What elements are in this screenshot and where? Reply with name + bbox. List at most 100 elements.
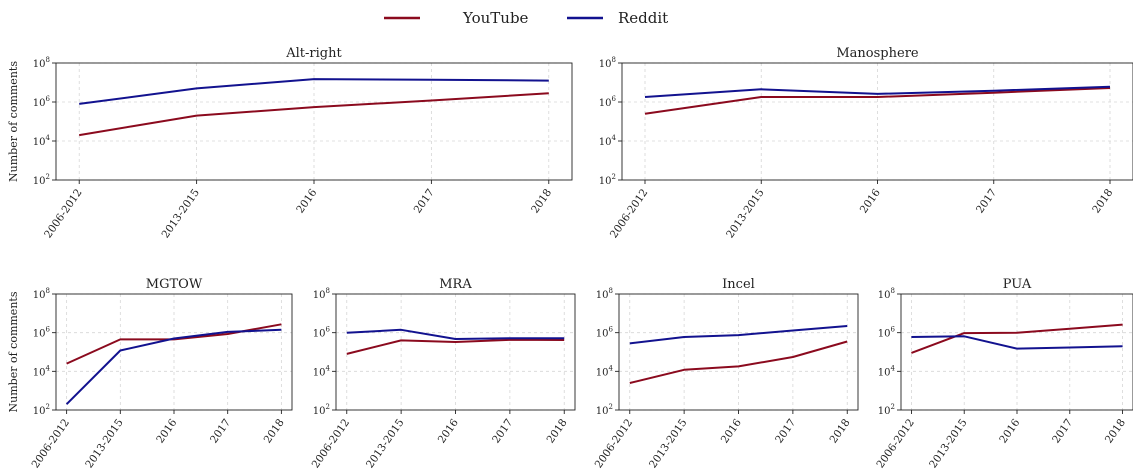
x-tick-label: 2006-2012 bbox=[874, 417, 917, 471]
x-tick-label: 2016 bbox=[294, 187, 319, 216]
y-tick-exponent: 6 bbox=[46, 326, 51, 334]
x-tick-label: 2017 bbox=[208, 417, 233, 446]
subplot-incel: Incel 102 104 106 108 2006-2012 2013-2015 2016 2… bbox=[593, 277, 859, 471]
y-tick-exponent: 2 bbox=[46, 173, 50, 181]
x-tick-label: 2017 bbox=[974, 187, 999, 216]
x-tick-label: 2013-2015 bbox=[647, 417, 690, 471]
x-tick-label: 2013-2015 bbox=[160, 187, 203, 241]
y-tick-label: 104 bbox=[878, 364, 896, 378]
y-tick-exponent: 4 bbox=[612, 134, 617, 142]
x-tick-label: 2017 bbox=[412, 187, 437, 216]
y-tick-exponent: 8 bbox=[891, 287, 895, 295]
x-tick-label: 2018 bbox=[828, 417, 853, 446]
y-tick-label: 104 bbox=[33, 134, 51, 148]
series-line-reddit bbox=[346, 328, 565, 340]
y-tick-exponent: 2 bbox=[46, 403, 50, 411]
x-tick-label: 2017 bbox=[490, 417, 515, 446]
y-tick-exponent: 4 bbox=[609, 364, 614, 372]
y-tick-label: 108 bbox=[33, 287, 50, 301]
subplot-title: MGTOW bbox=[146, 277, 203, 292]
y-tick-label: 106 bbox=[596, 326, 614, 340]
x-tick-label: 2018 bbox=[529, 187, 554, 216]
x-tick-label: 2013-2015 bbox=[724, 187, 767, 241]
y-tick-label: 108 bbox=[33, 56, 50, 70]
x-tick-label: 2006-2012 bbox=[42, 187, 85, 241]
x-tick-label: 2013-2015 bbox=[83, 417, 126, 471]
y-tick-label: 108 bbox=[599, 56, 616, 70]
subplot-pua: PUA 102 104 106 108 2006-2012 2013-2015 2016 201… bbox=[874, 277, 1133, 470]
series-line-youtube bbox=[644, 87, 1111, 115]
y-tick-exponent: 8 bbox=[46, 287, 50, 295]
y-tick-exponent: 4 bbox=[46, 364, 51, 372]
x-tick-label: 2018 bbox=[1090, 187, 1115, 216]
x-tick-label: 2006-2012 bbox=[593, 417, 636, 471]
x-tick-label: 2017 bbox=[1050, 417, 1075, 446]
series-line-reddit bbox=[65, 328, 282, 405]
subplot-alt-right: Alt-right 102 104 106 108 2006-2012 2013-2015 2… bbox=[7, 46, 573, 241]
y-axis-label: Number of comments bbox=[7, 61, 20, 182]
subplot-title: Manosphere bbox=[836, 46, 919, 61]
series-line-reddit bbox=[644, 85, 1111, 98]
y-tick-exponent: 4 bbox=[326, 364, 331, 372]
series-line-reddit bbox=[79, 78, 549, 105]
series-line-youtube bbox=[346, 338, 565, 355]
y-tick-label: 106 bbox=[33, 95, 51, 109]
y-tick-exponent: 6 bbox=[46, 95, 51, 103]
y-tick-label: 104 bbox=[33, 364, 51, 378]
y-tick-exponent: 2 bbox=[609, 403, 613, 411]
y-tick-label: 106 bbox=[33, 326, 51, 340]
y-tick-label: 106 bbox=[599, 95, 617, 109]
y-tick-exponent: 2 bbox=[326, 403, 330, 411]
y-axis-label: Number of comments bbox=[7, 291, 20, 412]
x-tick-label: 2017 bbox=[773, 417, 798, 446]
x-tick-label: 2006-2012 bbox=[30, 417, 73, 471]
x-tick-label: 2006-2012 bbox=[608, 187, 651, 241]
series-line-youtube bbox=[79, 92, 549, 137]
series-line-youtube bbox=[911, 323, 1123, 354]
y-tick-label: 102 bbox=[33, 403, 50, 417]
y-tick-label: 104 bbox=[596, 364, 614, 378]
x-tick-label: 2016 bbox=[858, 187, 883, 216]
y-tick-exponent: 2 bbox=[891, 403, 895, 411]
legend: YouTube Reddit bbox=[384, 9, 668, 27]
series-line-reddit bbox=[911, 335, 1123, 350]
y-tick-label: 106 bbox=[878, 326, 896, 340]
y-tick-exponent: 8 bbox=[612, 56, 616, 64]
y-tick-exponent: 6 bbox=[326, 326, 331, 334]
x-tick-label: 2013-2015 bbox=[927, 417, 970, 471]
x-tick-label: 2013-2015 bbox=[364, 417, 407, 471]
subplot-mra: MRA 102 104 106 108 2006-2012 2013-2015 2016 201… bbox=[310, 277, 576, 471]
axes-frame bbox=[621, 62, 1133, 181]
y-tick-exponent: 4 bbox=[46, 134, 51, 142]
y-tick-label: 108 bbox=[878, 287, 895, 301]
x-tick-label: 2006-2012 bbox=[310, 417, 353, 471]
subplot-mgtow: MGTOW 102 104 106 108 2006-2012 2013-2015 2016 2… bbox=[7, 277, 293, 471]
y-tick-exponent: 6 bbox=[612, 95, 617, 103]
y-tick-exponent: 4 bbox=[891, 364, 896, 372]
x-tick-label: 2018 bbox=[545, 417, 570, 446]
subplot-manosphere: Manosphere 102 104 106 108 2006-2012 2013-2015… bbox=[599, 46, 1133, 240]
legend-label-youtube: YouTube bbox=[462, 9, 529, 27]
subplot-title: Incel bbox=[722, 277, 755, 292]
legend-label-reddit: Reddit bbox=[618, 9, 668, 27]
x-tick-label: 2016 bbox=[436, 417, 461, 446]
y-tick-label: 104 bbox=[599, 134, 617, 148]
x-tick-label: 2016 bbox=[997, 417, 1022, 446]
y-tick-label: 106 bbox=[313, 326, 331, 340]
y-tick-exponent: 8 bbox=[326, 287, 330, 295]
series-line-youtube bbox=[629, 340, 848, 384]
y-tick-label: 104 bbox=[313, 364, 331, 378]
series-line-reddit bbox=[629, 325, 848, 345]
y-tick-label: 102 bbox=[878, 403, 895, 417]
subplot-title: PUA bbox=[1003, 277, 1032, 292]
x-tick-label: 2018 bbox=[262, 417, 287, 446]
y-tick-exponent: 6 bbox=[891, 326, 896, 334]
y-tick-label: 102 bbox=[596, 403, 613, 417]
x-tick-label: 2016 bbox=[719, 417, 744, 446]
y-tick-exponent: 2 bbox=[612, 173, 616, 181]
y-tick-exponent: 6 bbox=[609, 326, 614, 334]
y-tick-label: 102 bbox=[33, 173, 50, 187]
y-tick-label: 102 bbox=[313, 403, 330, 417]
